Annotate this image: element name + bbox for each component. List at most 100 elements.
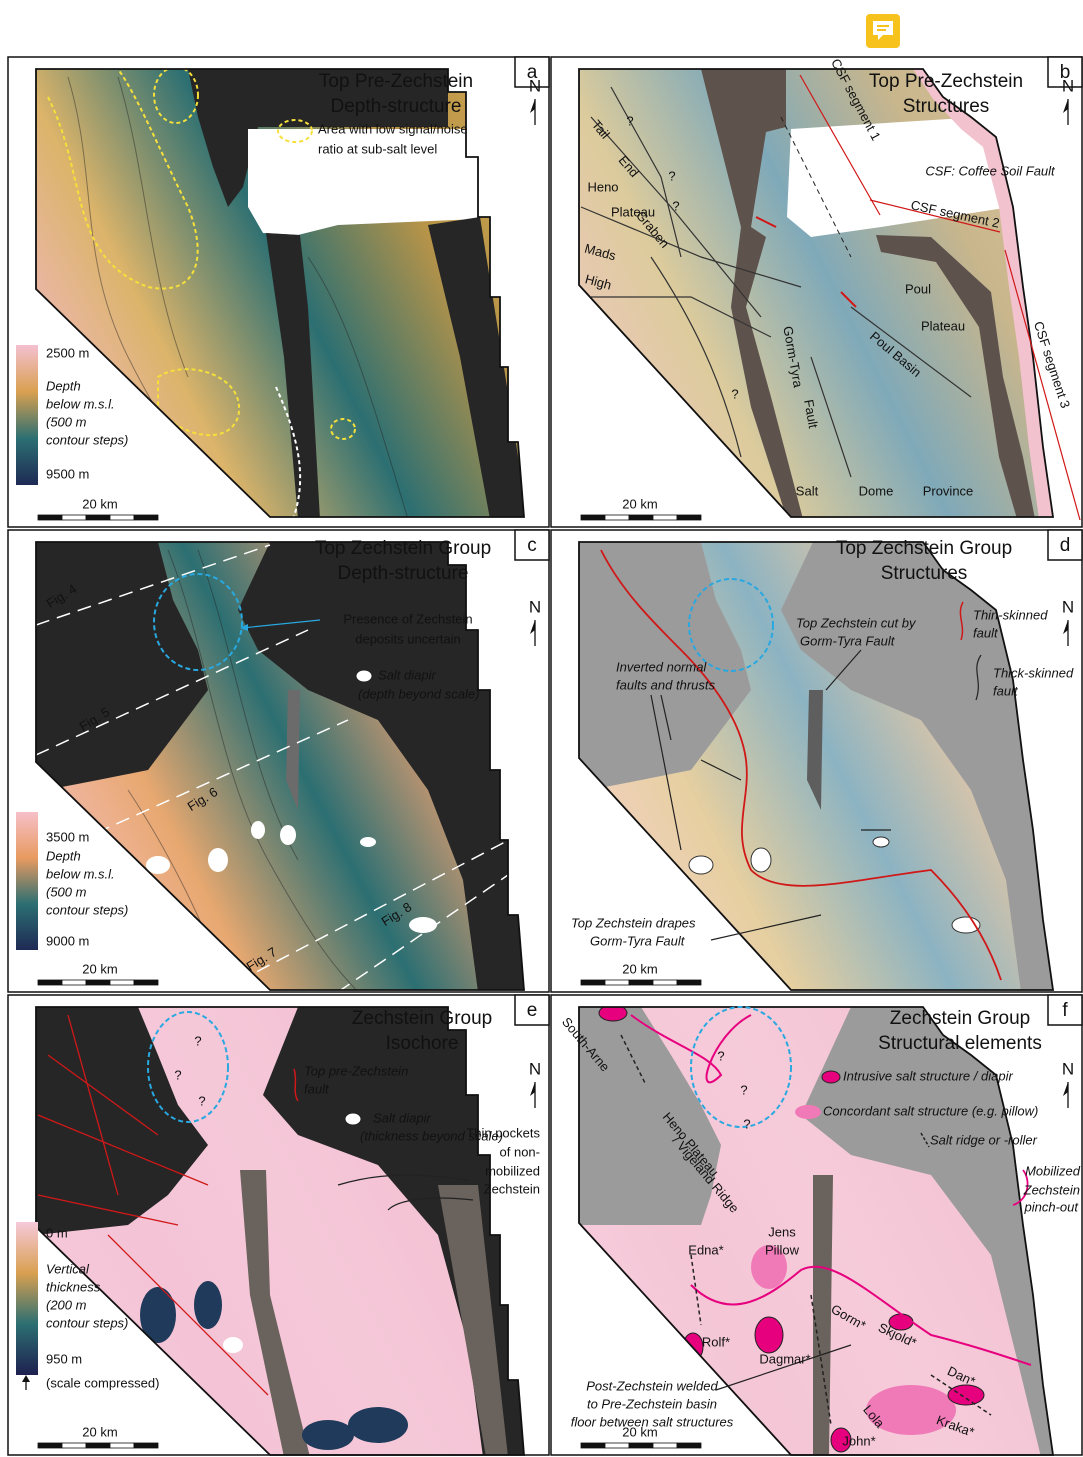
map-feature	[947, 1384, 985, 1406]
map-feature	[807, 690, 823, 810]
colorbar	[16, 1222, 38, 1375]
map-feature	[579, 1007, 721, 1225]
comment-icon[interactable]	[866, 14, 900, 48]
map-label: ?	[672, 198, 679, 213]
colorbar-label: (200 m	[46, 1297, 87, 1312]
north-arrowhead	[530, 1082, 535, 1096]
colorbar-label: Depth	[46, 848, 81, 863]
map-outline	[35, 541, 525, 991]
panel-title: Structures	[881, 563, 968, 584]
map-label: Gorm-Tyra Fault	[800, 633, 896, 648]
map-label: (thickness beyond scale)	[360, 1128, 503, 1143]
colorbar-arrowhead	[22, 1375, 30, 1382]
annotation-mark	[147, 1011, 229, 1123]
map-label: John*	[842, 1433, 875, 1448]
map-label: Dome	[859, 483, 894, 498]
map-label: Jens	[768, 1224, 796, 1239]
map-label: Post-Zechstein welded	[586, 1378, 718, 1393]
panel: c Top Zechstein Group Depth-structure N 20 k…	[7, 529, 550, 993]
map-label: Concordant salt structure (e.g. pillow)	[823, 1103, 1038, 1118]
scale-bar	[604, 979, 630, 986]
map-label: ?	[626, 113, 633, 128]
annotation-mark	[959, 601, 964, 641]
scale-label: 20 km	[622, 961, 657, 976]
map-label: Poul	[905, 281, 931, 296]
map-label: Plateau	[611, 204, 655, 219]
north-label: N	[529, 1059, 541, 1078]
map-label: Thin pockets	[466, 1125, 540, 1140]
map-feature	[348, 1407, 408, 1443]
annotation-mark	[688, 578, 774, 672]
map-feature	[36, 1007, 208, 1235]
panel: e Zechstein Group Isochore N 20 km 0 m Vertica…	[7, 994, 550, 1456]
map-label: Salt	[796, 483, 819, 498]
scale-label: 20 km	[82, 496, 117, 511]
map-label: Rolf*	[702, 1334, 730, 1349]
panel-letter: f	[1062, 1000, 1068, 1021]
map-feature	[755, 216, 857, 308]
colorbar-label: contour steps)	[46, 902, 128, 917]
north-label: N	[529, 597, 541, 616]
letter-box	[1047, 994, 1083, 1026]
map-feature	[36, 542, 208, 792]
scale-bar	[676, 1442, 702, 1449]
scale-bar	[676, 514, 702, 521]
map-feature	[146, 856, 170, 874]
north-arrowhead	[530, 620, 535, 634]
panel-title: Top Pre-Zechstein	[319, 71, 473, 92]
panel-border	[7, 56, 550, 528]
annotation-mark	[715, 1344, 852, 1391]
map-label: ?	[194, 1033, 201, 1048]
scale-label: 20 km	[622, 1424, 657, 1439]
map-feature	[813, 1175, 833, 1455]
map-label: ?	[198, 1093, 205, 1108]
map-feature	[620, 1034, 992, 1426]
map-feature	[286, 690, 300, 810]
panel-letter: a	[527, 62, 538, 83]
map-feature	[701, 69, 803, 517]
map-label: fault	[993, 683, 1019, 698]
annotation-mark	[795, 1105, 821, 1119]
map	[36, 69, 524, 517]
colorbar	[16, 812, 38, 950]
map-outline	[578, 68, 1055, 518]
map-label: Dagmar*	[759, 1351, 810, 1366]
colorbar-label: 3500 m	[46, 829, 89, 844]
panel-title: Zechstein Group	[352, 1008, 492, 1029]
colorbar-label: Depth	[46, 378, 81, 393]
scale-bar	[109, 514, 135, 521]
map-label: ratio at sub-salt level	[318, 141, 437, 156]
colorbar-label: 9000 m	[46, 933, 89, 948]
letter-box	[1047, 529, 1083, 561]
map-label: faults and thrusts	[616, 677, 715, 692]
map-feature	[913, 69, 1053, 517]
panel-title: Structural elements	[878, 1033, 1042, 1054]
map-label: ?	[717, 1048, 724, 1063]
map-feature	[238, 542, 524, 990]
scale-bar	[85, 1442, 111, 1449]
map-label: Edna*	[688, 1242, 723, 1257]
map-label: fault	[304, 1081, 330, 1096]
colorbar-label: contour steps)	[46, 1315, 128, 1330]
panel-border	[550, 529, 1083, 993]
map-label: pinch-out	[1024, 1199, 1080, 1214]
annotation-mark	[821, 1070, 841, 1084]
letter-box	[514, 994, 550, 1026]
map-outline	[578, 541, 1055, 991]
map-feature	[751, 1245, 787, 1289]
colorbar-label: 2500 m	[46, 345, 89, 360]
north-label: N	[529, 76, 541, 95]
annotation-mark	[337, 1174, 474, 1211]
map-feature	[302, 1420, 354, 1450]
map-feature	[409, 917, 437, 933]
panel-title: Top Zechstein Group	[315, 538, 491, 559]
map-label: High	[583, 271, 613, 292]
map-label: ?	[740, 1082, 747, 1097]
map-label: mobilized	[485, 1163, 540, 1178]
colorbar-label: below m.s.l.	[46, 866, 115, 881]
map-label: Intrusive salt structure / diapir	[843, 1068, 1013, 1083]
colorbar-label: (500 m	[46, 884, 87, 899]
map-label: of non-	[500, 1144, 540, 1159]
map-feature	[830, 1427, 852, 1453]
